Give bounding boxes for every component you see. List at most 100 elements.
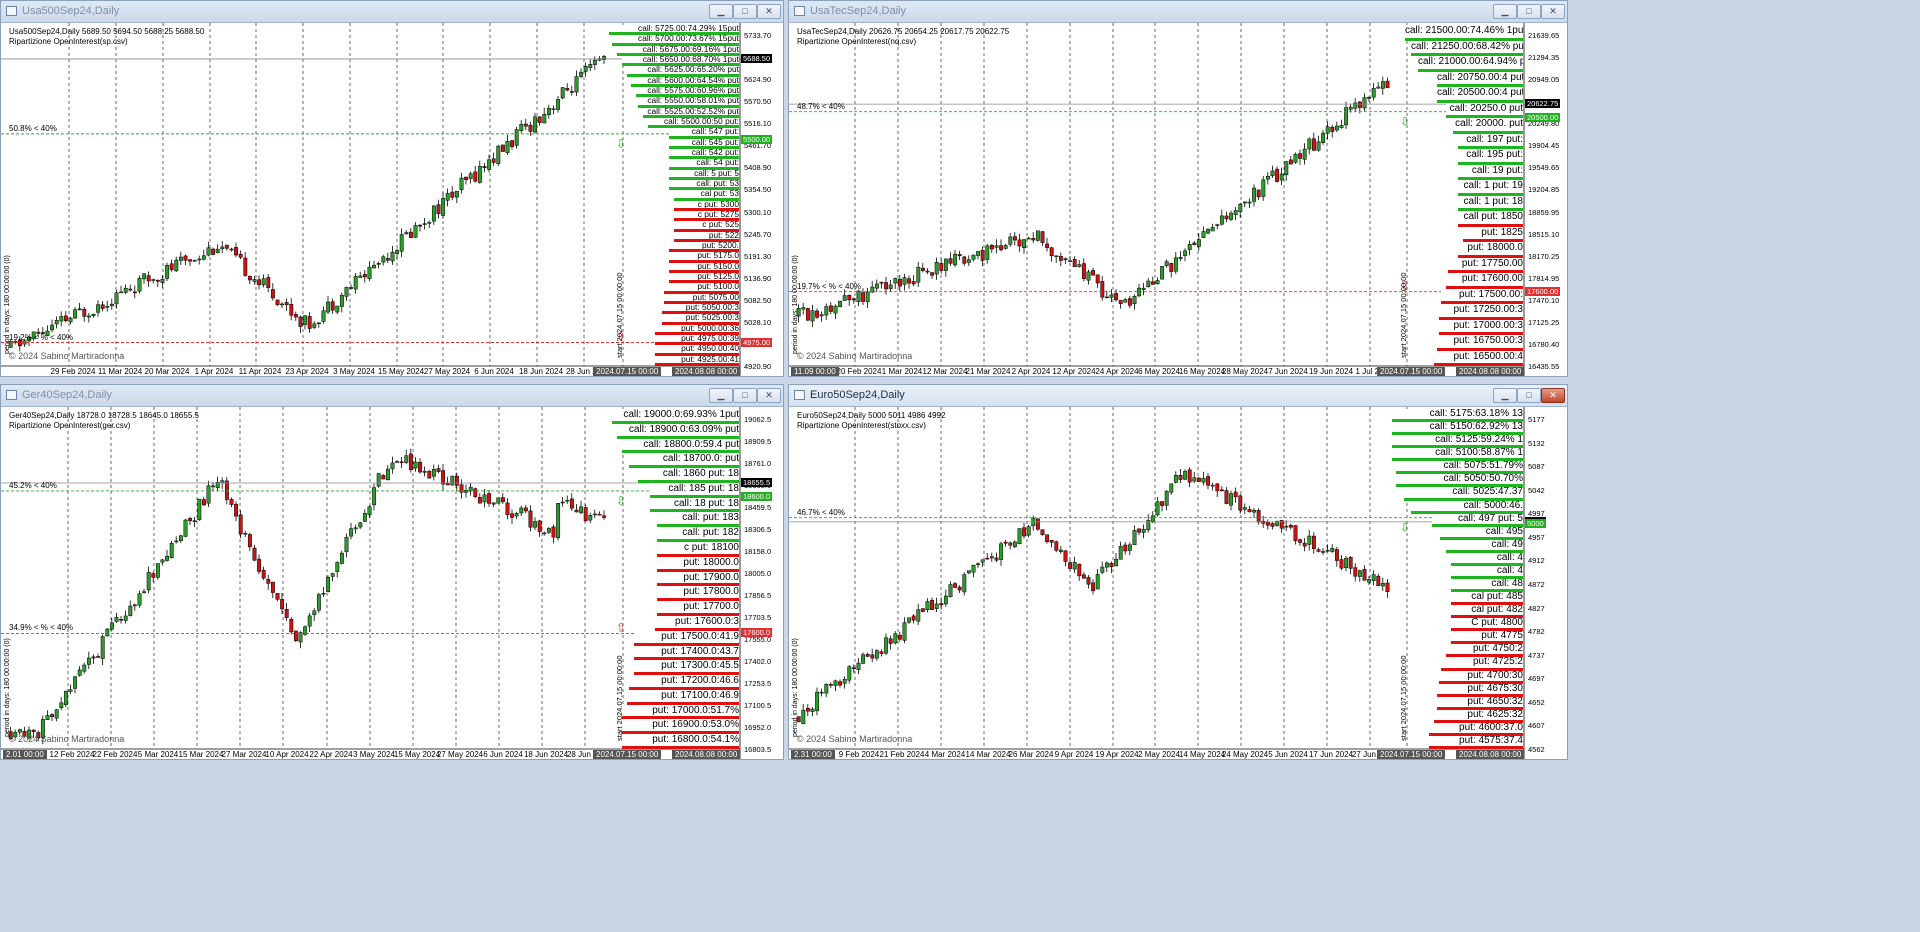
candle (496, 497, 501, 504)
x-axis-label: 14 May 2024 (1178, 750, 1226, 759)
candle (1362, 97, 1367, 109)
candle (1265, 521, 1270, 526)
window-titlebar[interactable]: Euro50Sep24,Daily ▁ □ ✕ (789, 385, 1567, 407)
candle (413, 461, 418, 469)
maximize-button[interactable]: □ (733, 388, 757, 403)
candle (1146, 280, 1151, 288)
candle (1206, 228, 1211, 234)
candle (930, 272, 935, 276)
candle (1086, 577, 1091, 585)
candle (132, 291, 137, 294)
candle (810, 310, 815, 322)
oi-put-bar: put: 18000.0 (1458, 242, 1523, 258)
oi-call-bar: call: 5675.00:69.16% 1put (617, 45, 739, 56)
candle (565, 88, 570, 91)
candle (528, 510, 533, 528)
candle (861, 292, 866, 302)
current-price-tag: 18655.5 (741, 478, 773, 487)
chart-header: Ger40Sep24,Daily 18728.0 18728.5 18645.0… (9, 411, 199, 420)
minimize-button[interactable]: ▁ (709, 388, 733, 403)
y-axis-label: 4957 (1528, 532, 1545, 542)
x-start-label: 11.09 00:00 (791, 367, 839, 376)
candle (77, 308, 82, 311)
chart-window-nq[interactable]: UsaTecSep24,Daily ▁ □ ✕ ⇩ ⇧ UsaTecSep24,Daily … (788, 0, 1568, 377)
chart-window-icon (6, 390, 17, 400)
candle (436, 468, 441, 472)
candle (137, 277, 142, 292)
candle (1348, 557, 1353, 569)
candle (68, 689, 73, 692)
candle (376, 473, 381, 487)
oi-put-bar: put: 5075.00 (664, 293, 739, 304)
candle (1049, 539, 1054, 543)
candle (1238, 203, 1243, 213)
candle (966, 570, 971, 574)
close-button[interactable]: ✕ (757, 388, 781, 403)
oi-call-bar: call: 5525.00:52.52% put (643, 107, 739, 118)
oi-put-bar: put: 4975.00:39 (655, 335, 739, 346)
candle (303, 315, 308, 325)
candle (178, 535, 183, 541)
window-titlebar[interactable]: Usa500Sep24,Daily ▁ □ ✕ (1, 1, 783, 23)
candle (422, 223, 427, 225)
close-button[interactable]: ✕ (757, 4, 781, 19)
candle (583, 65, 588, 72)
candle (431, 469, 436, 477)
candle (482, 166, 487, 168)
candle (137, 593, 142, 606)
candle (815, 691, 820, 712)
candle (542, 532, 547, 535)
chart-window-icon (794, 390, 805, 400)
candle (298, 316, 303, 327)
candle (514, 513, 519, 517)
maximize-button[interactable]: □ (1517, 388, 1541, 403)
candle (999, 543, 1004, 560)
candle (142, 273, 147, 280)
candle (1160, 266, 1165, 280)
candle (82, 308, 87, 317)
price-chart[interactable]: ⇩⇧ (1, 23, 784, 377)
chart-window-ger[interactable]: Ger40Sep24,Daily ▁ □ ✕ ⇩ ⇧ Ger40Sep24,Daily 18… (0, 384, 784, 760)
candle (1307, 535, 1312, 545)
high-level-tag: 5000 (1525, 518, 1546, 528)
period-label: period in days: 180 00:00:00 (0) (792, 638, 799, 737)
candle (1141, 287, 1146, 290)
candle (96, 304, 101, 313)
candle (1325, 126, 1330, 134)
oi-put-bar: put: 5025.00:3 (662, 314, 739, 325)
price-chart[interactable]: ⇩⇧ (789, 23, 1568, 377)
candle (1045, 534, 1050, 543)
close-button[interactable]: ✕ (1541, 388, 1565, 403)
maximize-button[interactable]: □ (1517, 4, 1541, 19)
close-button[interactable]: ✕ (1541, 4, 1565, 19)
candle (537, 116, 542, 123)
candle (815, 310, 820, 318)
price-chart[interactable]: ⇩⇧ (1, 407, 784, 760)
minimize-button[interactable]: ▁ (1493, 388, 1517, 403)
chart-window-sp[interactable]: Usa500Sep24,Daily ▁ □ ✕ ⇩ ⇧ Usa500Sep24,Daily … (0, 0, 784, 377)
chart-header: Usa500Sep24,Daily 5689.50 5694.50 5688.2… (9, 27, 205, 36)
window-titlebar[interactable]: UsaTecSep24,Daily ▁ □ ✕ (789, 1, 1567, 23)
candle (542, 114, 547, 124)
candle (1307, 138, 1312, 150)
minimize-button[interactable]: ▁ (709, 4, 733, 19)
candle (966, 259, 971, 263)
chart-window-stoxx[interactable]: Euro50Sep24,Daily ▁ □ ✕ ⇩ Euro50Sep24,Daily 5… (788, 384, 1568, 760)
candle (1270, 523, 1275, 527)
candle (468, 486, 473, 492)
pct-high-label: 45.2% < 40% (9, 480, 57, 490)
candle (1293, 154, 1298, 163)
candle (431, 205, 436, 222)
candle (390, 462, 395, 470)
candle (805, 707, 810, 712)
candle (151, 573, 156, 578)
minimize-button[interactable]: ▁ (1493, 4, 1517, 19)
up-arrow-icon: ⇧ (1400, 279, 1410, 293)
candle (805, 308, 810, 321)
candle (962, 256, 967, 264)
window-titlebar[interactable]: Ger40Sep24,Daily ▁ □ ✕ (1, 385, 783, 407)
maximize-button[interactable]: □ (733, 4, 757, 19)
x-axis-label: 6 Jun 2024 (483, 750, 523, 759)
candle (1215, 224, 1220, 226)
candle (556, 503, 561, 539)
